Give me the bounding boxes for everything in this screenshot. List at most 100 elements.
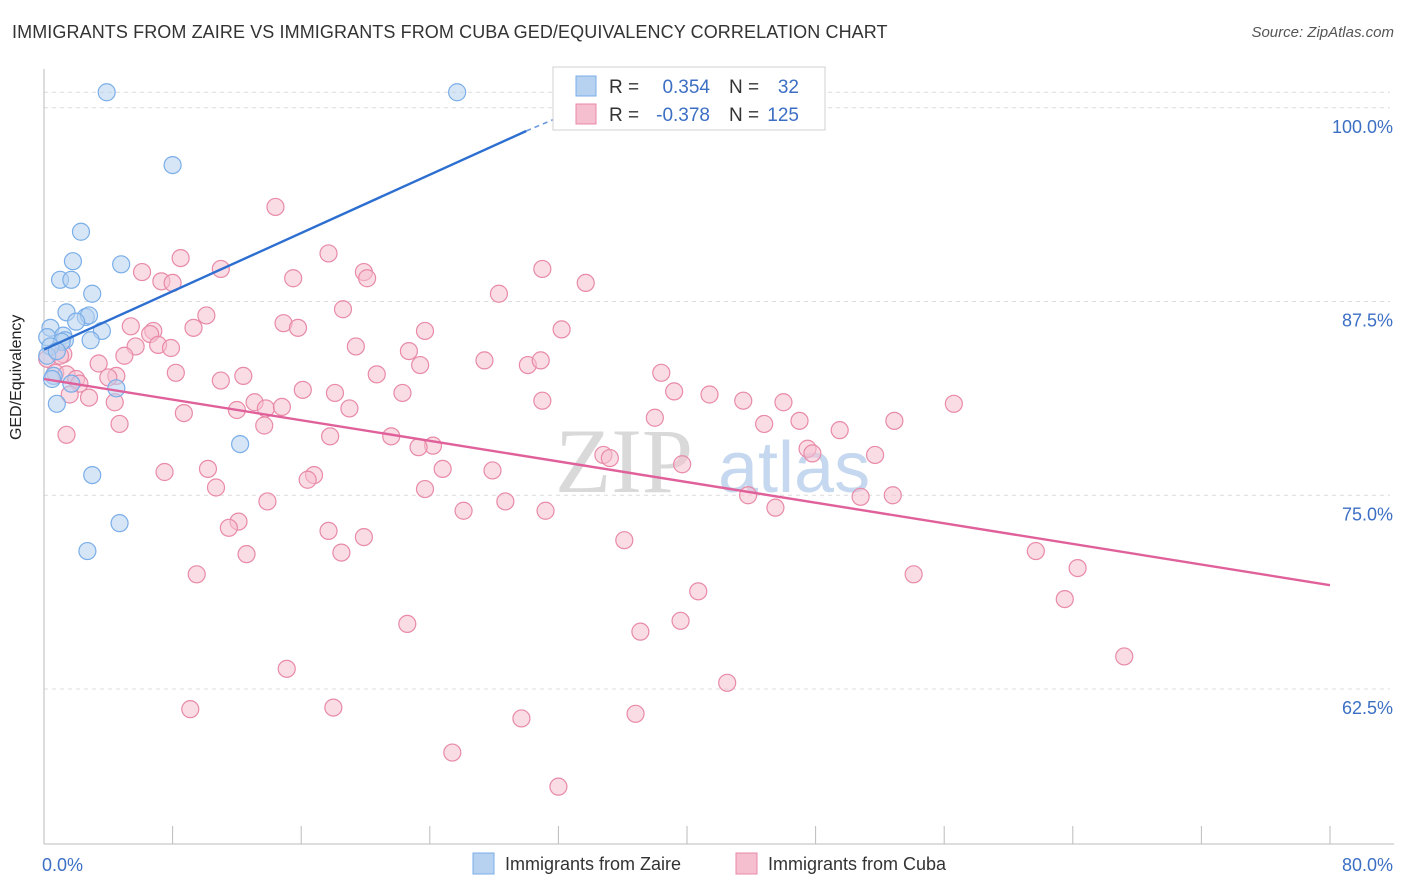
cuba-point-123 (549, 777, 568, 796)
cuba-point-2 (171, 249, 190, 268)
x-tick-label-1: 80.0% (1342, 855, 1393, 875)
cuba-point-108 (904, 565, 923, 584)
zaire-point-26 (107, 379, 126, 398)
watermark: ZIP atlas (555, 410, 870, 512)
cuba-point-68 (830, 421, 849, 440)
zaire-point-7 (63, 252, 83, 271)
zaire-point-0 (97, 83, 116, 102)
zaire-point-31 (78, 541, 97, 561)
cuba-point-52 (393, 383, 412, 403)
cuba-point-98 (536, 501, 555, 520)
cuba-point-59 (533, 391, 552, 410)
cuba-point-21 (415, 321, 435, 341)
cuba-point-25 (346, 337, 365, 356)
cuba-point-93 (851, 487, 870, 506)
points-layer (38, 83, 1134, 796)
legend-r-label-0: R = (609, 77, 639, 98)
bottom-legend: Immigrants from Zaire Immigrants from Cub… (472, 852, 947, 875)
cuba-point-0 (266, 197, 285, 217)
axis-layer: 100.0% 87.5% 75.0% 62.5% 0.0% 80.0% (42, 69, 1394, 875)
cuba-point-35 (531, 351, 550, 370)
cuba-trend-line (43, 377, 1331, 587)
zaire-trend-line (43, 129, 527, 351)
cuba-point-95 (258, 492, 277, 511)
cuba-point-114 (631, 622, 650, 641)
legend: R = 0.354 N = 32 R = -0.378 N = 125 (552, 66, 826, 131)
cuba-point-107 (187, 565, 206, 584)
cuba-point-71 (110, 414, 129, 434)
cuba-point-113 (671, 611, 690, 630)
cuba-legend-swatch (575, 103, 597, 125)
cuba-point-50 (293, 380, 312, 399)
cuba-point-43 (211, 371, 230, 390)
cuba-legend-r-value: -0.378 (656, 105, 710, 126)
cuba-point-22 (552, 320, 571, 339)
cuba-point-64 (272, 397, 292, 416)
cuba-point-45 (652, 363, 671, 382)
cuba-point-103 (615, 531, 634, 550)
cuba-point-63 (174, 404, 193, 423)
cuba-point-51 (325, 383, 345, 403)
cuba-point-87 (483, 461, 502, 480)
cuba-point-13 (333, 300, 353, 319)
zaire-point-2 (163, 156, 182, 175)
cuba-point-42 (234, 366, 253, 385)
cuba-point-115 (1115, 647, 1134, 666)
chart-source: Source: ZipAtlas.com (1251, 24, 1394, 41)
cuba-point-106 (1026, 541, 1045, 561)
cuba-point-10 (489, 284, 509, 303)
zaire-bottom-legend-label: Immigrants from Zaire (505, 854, 681, 874)
cuba-point-58 (340, 399, 359, 418)
cuba-point-94 (883, 486, 902, 505)
cuba-point-82 (673, 455, 692, 474)
cuba-bottom-legend-label: Immigrants from Cuba (768, 854, 947, 874)
cuba-point-86 (433, 459, 452, 478)
cuba-point-67 (790, 411, 809, 430)
cuba-point-73 (321, 427, 340, 446)
cuba-point-1 (319, 244, 338, 263)
zaire-point-1 (448, 83, 467, 102)
cuba-point-17 (184, 318, 203, 337)
x-tick-label-0: 0.0% (42, 855, 83, 875)
zaire-point-12 (67, 312, 86, 331)
cuba-point-91 (738, 486, 758, 505)
chart-title: IMMIGRANTS FROM ZAIRE VS IMMIGRANTS FROM… (12, 22, 888, 42)
cuba-point-32 (411, 355, 430, 375)
cuba-point-119 (324, 698, 343, 717)
cuba-point-62 (944, 394, 963, 413)
legend-r-label-1: R = (609, 105, 639, 126)
cuba-point-14 (197, 306, 216, 325)
cuba-point-53 (665, 382, 684, 401)
cuba-point-39 (166, 363, 185, 382)
cuba-point-48 (79, 388, 99, 407)
y-tick-label-2: 75.0% (1342, 504, 1393, 524)
cuba-point-66 (755, 414, 774, 434)
cuba-point-30 (115, 346, 134, 365)
zaire-point-30 (110, 514, 129, 533)
zaire-point-18 (81, 331, 100, 350)
cuba-point-83 (198, 459, 218, 478)
cuba-point-109 (1068, 558, 1087, 578)
cuba-point-122 (443, 743, 462, 762)
cuba-point-76 (409, 438, 428, 457)
cuba-point-124 (161, 338, 181, 358)
cuba-point-34 (475, 351, 494, 370)
cuba-point-102 (354, 527, 373, 547)
cuba-point-12 (576, 273, 595, 292)
cuba-point-61 (774, 393, 793, 412)
cuba-point-81 (600, 448, 619, 468)
zaire-point-27 (47, 394, 66, 413)
legend-n-label-0: N = (729, 77, 759, 98)
zaire-point-6 (62, 270, 81, 289)
cuba-point-84 (155, 462, 174, 482)
y-tick-label-1: 87.5% (1342, 311, 1393, 331)
cuba-point-121 (512, 709, 531, 728)
cuba-point-60 (734, 391, 753, 410)
cuba-point-4 (132, 262, 152, 282)
cuba-point-11 (533, 259, 552, 279)
y-tick-label-0: 100.0% (1332, 117, 1393, 137)
cuba-point-26 (399, 342, 419, 361)
cuba-point-116 (277, 659, 296, 678)
cuba-point-111 (1055, 589, 1074, 609)
